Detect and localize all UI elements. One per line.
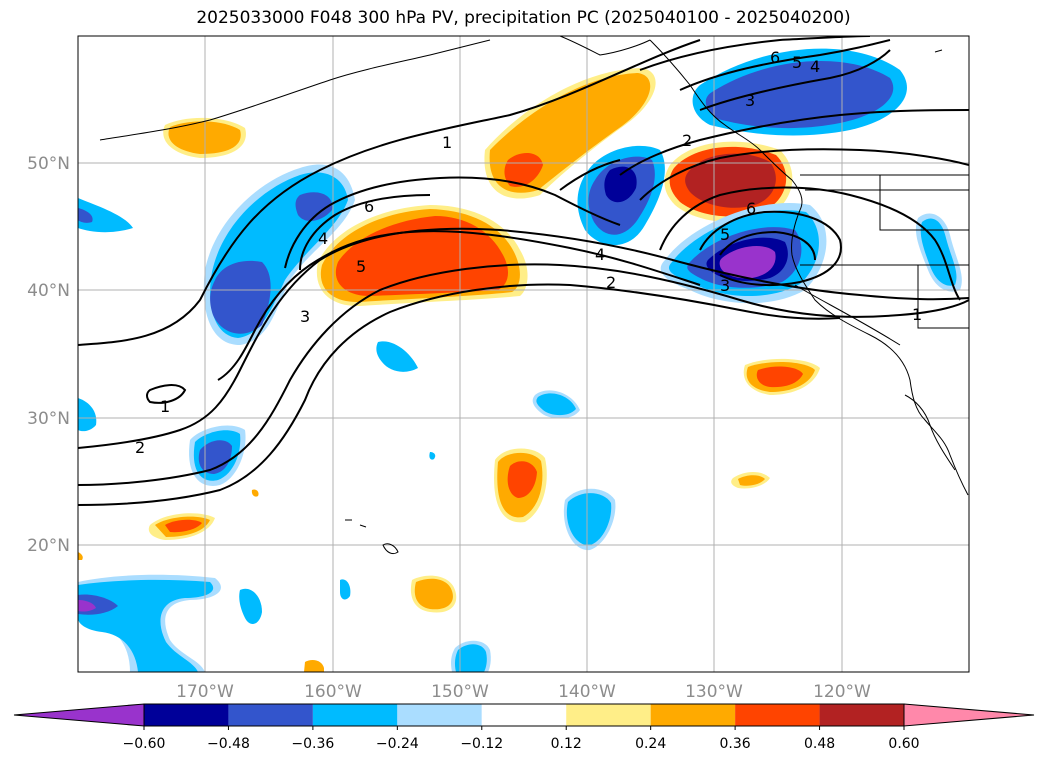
longitude-labels: 170°W 160°W 150°W 140°W 130°W 120°W [176, 682, 871, 702]
coastlines [99, 36, 969, 555]
colorbar-tick-label: 0.12 [551, 736, 582, 752]
contour-label: 3 [300, 307, 310, 326]
contour-label: 3 [720, 276, 730, 295]
colorbar-tick-label: 0.24 [635, 736, 666, 752]
colorbar-tick-label: −0.24 [376, 736, 419, 752]
contour-label: 4 [595, 245, 605, 264]
colorbar-bin [566, 704, 651, 726]
colorbar-bin [819, 704, 904, 726]
contour-label: 5 [720, 225, 730, 244]
lon-label-150w: 150°W [431, 682, 489, 702]
colorbar: −0.60 −0.48 −0.36 −0.24 −0.12 0.12 0.24 0.36 0.4… [13, 703, 1035, 752]
colorbar-extend-max [903, 703, 1035, 727]
pv-contours [78, 36, 969, 506]
colorbar-bin [312, 704, 398, 726]
colorbar-bin [397, 704, 482, 726]
lon-label-170w: 170°W [176, 682, 234, 702]
latitude-labels: 50°N 40°N 30°N 20°N [27, 154, 70, 556]
colorbar-tick-label: 0.48 [804, 736, 835, 752]
contour-label: 4 [318, 229, 328, 248]
colorbar-tick-label: −0.48 [207, 736, 250, 752]
lon-label-140w: 140°W [558, 682, 616, 702]
lon-label-130w: 130°W [685, 682, 743, 702]
contour-label: 4 [810, 57, 820, 76]
map-frame [77, 35, 970, 673]
contour-label: 6 [364, 197, 374, 216]
contour-label: 2 [606, 273, 616, 292]
contour-label: 5 [356, 257, 366, 276]
contour-label: 6 [770, 48, 780, 67]
contour-label: 2 [135, 438, 145, 457]
contour-label: 3 [745, 91, 755, 110]
colorbar-tick-label: 0.60 [888, 736, 919, 752]
contour-label: 1 [442, 133, 452, 152]
map-title: 2025033000 F048 300 hPa PV, precipitatio… [196, 8, 851, 28]
lon-label-160w: 160°W [304, 682, 362, 702]
colorbar-tick-label: −0.60 [123, 736, 166, 752]
lat-label-50: 50°N [27, 154, 70, 174]
map-content: 1 6 5 4 3 2 1 6 5 4 3 2 6 5 3 2 4 1 [78, 36, 969, 672]
contour-label: 6 [746, 199, 756, 218]
lat-label-30: 30°N [27, 409, 70, 429]
lon-label-120w: 120°W [813, 682, 871, 702]
colorbar-bin [735, 704, 820, 726]
colorbar-tick-label: −0.36 [291, 736, 334, 752]
colorbar-tick-label: −0.12 [460, 736, 503, 752]
contour-labels: 1 6 5 4 3 2 1 6 5 4 3 2 6 5 3 2 4 1 [135, 48, 922, 457]
colorbar-bin [650, 704, 736, 726]
colorbar-extend-min [13, 703, 145, 727]
colorbar-frame [143, 703, 905, 727]
colorbar-bin [481, 704, 567, 726]
colorbar-bin [228, 704, 313, 726]
contour-label: 2 [682, 131, 692, 150]
colorbar-tick-label: 0.36 [720, 736, 751, 752]
contour-label: 1 [160, 397, 170, 416]
colorbar-bin [144, 704, 229, 726]
contour-label: 5 [792, 53, 802, 72]
lat-label-20: 20°N [27, 536, 70, 556]
contour-label: 1 [912, 305, 922, 324]
lat-label-40: 40°N [27, 281, 70, 301]
